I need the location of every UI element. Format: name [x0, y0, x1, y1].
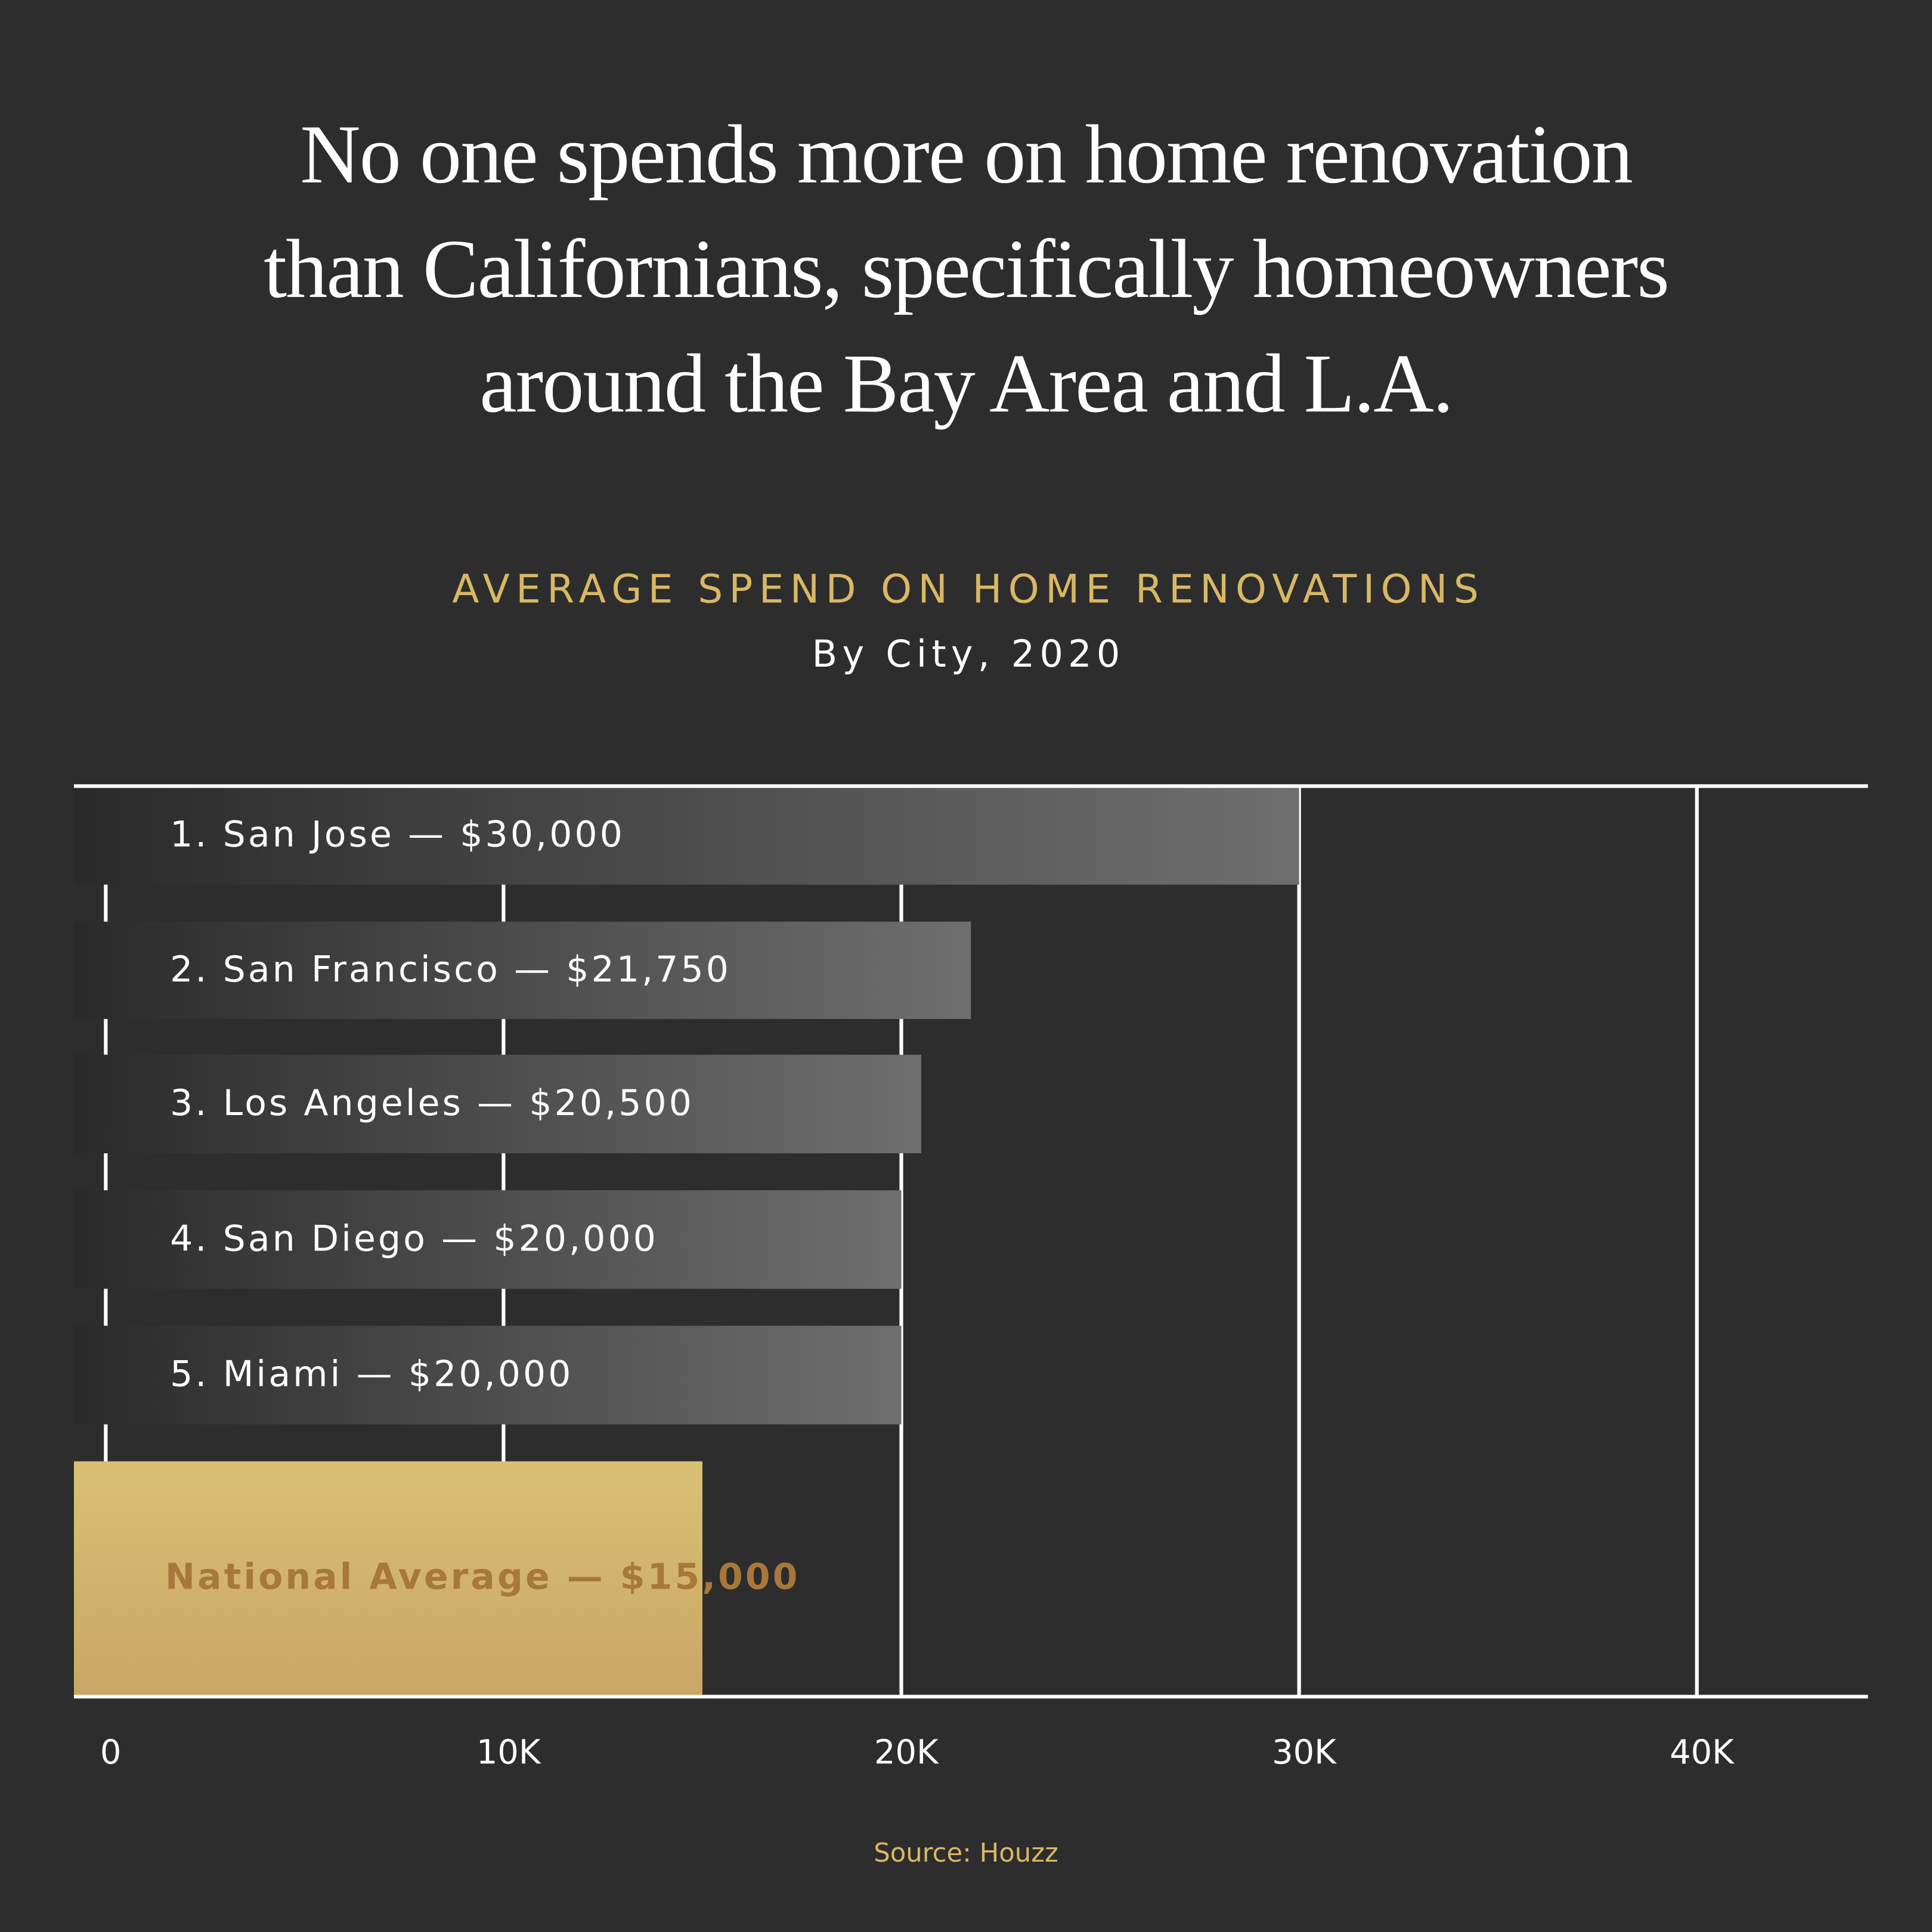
x-tick-label: 0 [100, 1733, 121, 1772]
x-tick-label: 40K [1670, 1733, 1735, 1772]
bar-label: 1. San Jose — $30,000 [170, 814, 625, 856]
bar-label: 3. Los Angeles — $20,500 [170, 1082, 694, 1124]
chart-subtitle: AVERAGE SPEND ON HOME RENOVATIONS [452, 566, 1485, 612]
bar-label: 4. San Diego — $20,000 [170, 1218, 658, 1259]
bar [73, 1461, 702, 1697]
bar [73, 921, 971, 1019]
x-tick-label: 20K [874, 1733, 939, 1772]
bar-label: National Average — $15,000 [165, 1556, 800, 1598]
bar [73, 1054, 921, 1154]
bar-label: 2. San Francisco — $21,750 [170, 949, 731, 990]
source: Source: Houzz [874, 1838, 1058, 1868]
bar [73, 786, 1299, 885]
bar [73, 1326, 902, 1425]
plot: 0 10K 20K 30K 40K 1. San Jose — $30,000 2. San… [73, 786, 1735, 1772]
x-tick-label: 10K [476, 1733, 541, 1772]
chart-subtitle: By City, 2020 [812, 632, 1125, 676]
bar-label: 5. Miami — $20,000 [170, 1354, 573, 1395]
chart-title: than Californians, specifically homeowne… [264, 223, 1668, 315]
chart-title: No one spends more on home renovation [300, 109, 1632, 201]
bar [73, 1190, 902, 1289]
chart-title: around the Bay Area and L.A. [479, 338, 1453, 430]
x-tick-label: 30K [1272, 1733, 1337, 1772]
